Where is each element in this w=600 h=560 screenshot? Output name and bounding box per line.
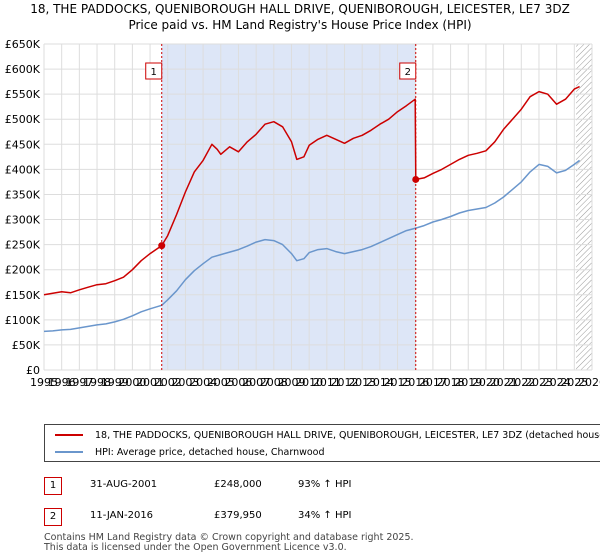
y-tick-label: £0 [26, 364, 40, 377]
y-tick-label: £400K [5, 163, 41, 176]
sale-date-2: 11-JAN-2016 [90, 510, 154, 521]
x-tick-label: 2016 [401, 376, 429, 389]
y-tick-label: £100K [5, 314, 41, 327]
x-tick-label: 2010 [295, 376, 323, 389]
x-tick-label: 2003 [171, 376, 199, 389]
y-tick-label: £600K [5, 63, 41, 76]
x-tick-label: 2000 [118, 376, 146, 389]
x-tick-label: 2022 [507, 376, 535, 389]
x-tick-label: 2006 [224, 376, 252, 389]
x-tick-label: 1998 [83, 376, 111, 389]
legend-line-hpi [55, 451, 83, 453]
legend-item-property: 18, THE PADDOCKS, QUENIBOROUGH HALL DRIV… [55, 427, 600, 443]
chart-subtitle: Price paid vs. HM Land Registry's House … [128, 18, 472, 32]
x-tick-label: 2015 [384, 376, 412, 389]
x-tick-label: 2013 [348, 376, 376, 389]
chart-legend: 18, THE PADDOCKS, QUENIBOROUGH HALL DRIV… [44, 424, 600, 462]
series-line-hpi [43, 159, 581, 333]
x-tick-label: 2005 [207, 376, 235, 389]
sale-date-1: 31-AUG-2001 [90, 479, 158, 490]
sale-hpi-2: 34% ↑ HPI [298, 510, 352, 521]
legend-label-hpi: HPI: Average price, detached house, Char… [95, 446, 325, 458]
ownership-period-shading [161, 44, 416, 370]
x-tick-label: 2007 [242, 376, 270, 389]
sale-label: 1 [151, 67, 157, 78]
chart-title: 18, THE PADDOCKS, QUENIBOROUGH HALL DRIV… [30, 2, 570, 16]
sale-label-box [399, 62, 417, 80]
sale-label: 2 [405, 67, 411, 78]
x-tick-label: 2023 [525, 376, 553, 389]
sale-badge-1: 1 [44, 477, 62, 495]
x-tick-label: 1996 [48, 376, 76, 389]
x-tick-label: 2019 [454, 376, 482, 389]
x-tick-label: 2021 [490, 376, 518, 389]
y-tick-label: £450K [5, 138, 41, 151]
sale-point [412, 175, 420, 183]
sale-price-2: £379,950 [214, 510, 262, 521]
x-tick-label: 2002 [154, 376, 182, 389]
x-tick-label: 2026 [578, 376, 600, 389]
y-tick-label: £350K [5, 188, 41, 201]
y-tick-label: £50K [12, 339, 41, 352]
x-tick-label: 1999 [101, 376, 129, 389]
y-tick-label: £250K [5, 239, 41, 252]
y-tick-label: £200K [5, 264, 41, 277]
x-tick-label: 2017 [419, 376, 447, 389]
y-tick-label: £500K [5, 113, 41, 126]
x-tick-label: 2011 [313, 376, 341, 389]
x-tick-label: 2024 [543, 376, 571, 389]
sale-label-box [145, 62, 163, 80]
sale-badge-2: 2 [44, 508, 62, 526]
x-tick-label: 2009 [277, 376, 305, 389]
y-tick-label: £300K [5, 214, 41, 227]
x-tick-label: 1995 [30, 376, 58, 389]
x-tick-label: 2025 [560, 376, 588, 389]
y-tick-label: £650K [5, 38, 41, 51]
x-tick-label: 1997 [65, 376, 93, 389]
footer-copyright: Contains HM Land Registry data © Crown c… [44, 532, 414, 543]
legend-line-property [55, 434, 83, 436]
sale-hpi-1: 93% ↑ HPI [298, 479, 352, 490]
x-tick-label: 2012 [331, 376, 359, 389]
legend-label-property: 18, THE PADDOCKS, QUENIBOROUGH HALL DRIV… [95, 429, 600, 441]
forecast-hatch [576, 44, 592, 370]
x-tick-label: 2018 [437, 376, 465, 389]
y-tick-label: £150K [5, 289, 41, 302]
x-tick-label: 2008 [260, 376, 288, 389]
x-tick-label: 2004 [189, 376, 217, 389]
price-chart: £0 £50K £100K £150K £200K £250K £300K £350K £400… [5, 38, 600, 389]
y-tick-label: £550K [5, 88, 41, 101]
x-tick-label: 2014 [366, 376, 394, 389]
sale-price-1: £248,000 [214, 479, 262, 490]
series-line-property [43, 85, 580, 296]
x-tick-label: 2001 [136, 376, 164, 389]
footer-licence: This data is licensed under the Open Gov… [44, 542, 347, 553]
legend-item-hpi: HPI: Average price, detached house, Char… [55, 444, 325, 460]
sale-point [158, 242, 166, 250]
x-tick-label: 2020 [472, 376, 500, 389]
